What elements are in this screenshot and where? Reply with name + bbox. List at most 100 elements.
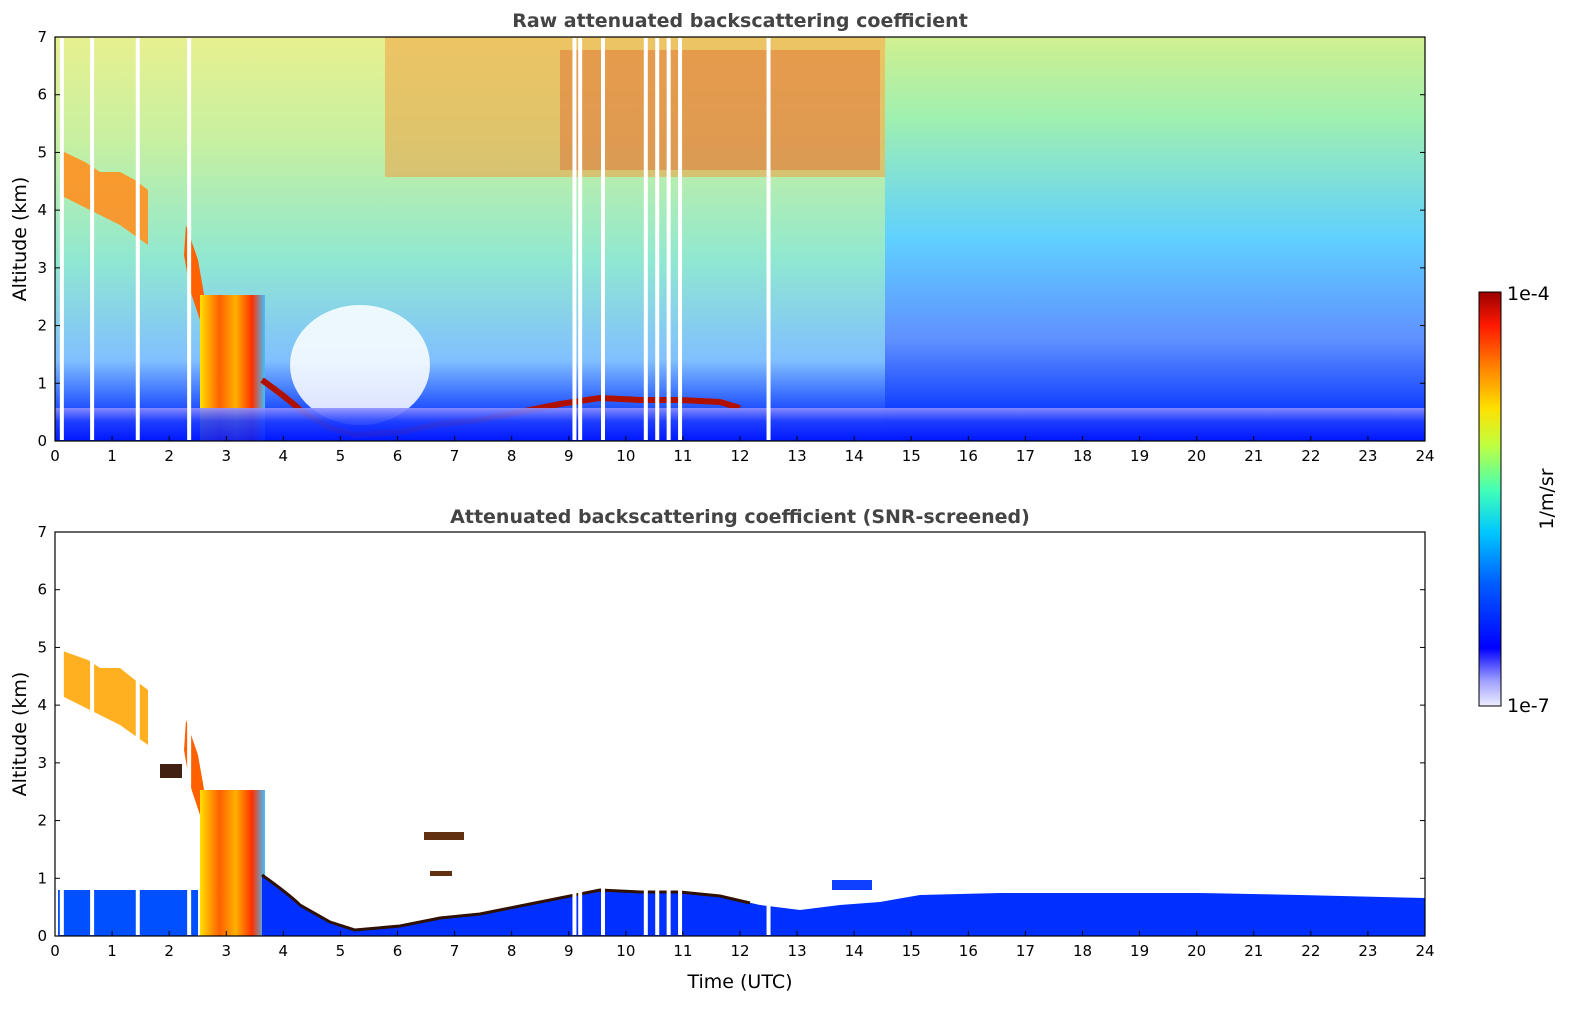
x-tick-label: 0 [50,942,60,960]
x-tick-label: 15 [902,447,921,465]
data-gap-stripe [678,38,683,440]
x-tick-label: 24 [1415,942,1434,960]
x-tick-label: 16 [959,942,978,960]
snr-boundary-layer-top [261,873,751,932]
x-tick-label: 5 [336,942,346,960]
y-tick-label: 6 [37,86,47,104]
snr-elevated-trace [424,832,464,840]
x-tick-label: 2 [164,942,174,960]
x-tick-label: 3 [221,942,231,960]
snr-elevated-trace [160,764,182,778]
x-tick-label: 9 [564,942,574,960]
y-tick-label: 6 [37,581,47,599]
x-tick-label: 10 [616,447,635,465]
snr-elevated-trace [430,871,452,876]
y-tick-label: 5 [37,638,47,656]
data-gap-stripe [90,38,95,440]
colorbar-gradient [1478,291,1502,707]
snr-screened-panel: Attenuated backscattering coefficient (S… [9,506,1435,993]
raw-upper-noise-region [385,37,885,177]
panel1-title: Raw attenuated backscattering coefficien… [512,10,968,32]
data-gap-stripe [572,38,577,440]
snr-left-boundary-layer [58,890,198,936]
data-gap-stripe [187,533,192,935]
x-tick-label: 4 [279,942,289,960]
x-tick-label: 11 [673,942,692,960]
x-tick-label: 8 [507,447,517,465]
x-tick-label: 21 [1244,447,1263,465]
data-gap-stripe [666,533,671,935]
snr-data-gaps [59,533,771,935]
x-tick-label: 22 [1301,942,1320,960]
x-tick-label: 21 [1244,942,1263,960]
x-tick-label: 17 [1016,447,1035,465]
data-gap-stripe [59,38,64,440]
snr-boundary-layer [262,875,1425,936]
raw-backscatter-heatmap [55,37,1425,441]
y-tick-label: 7 [37,28,47,46]
x-tick-label: 7 [450,447,460,465]
y-tick-label: 1 [37,374,47,392]
x-tick-label: 13 [788,942,807,960]
data-gap-stripe [578,533,583,935]
snr-cirrus-layer [60,650,148,745]
x-tick-label: 6 [393,447,403,465]
raw-background-right [885,37,1425,441]
x-tick-label: 13 [788,447,807,465]
x-tick-label: 9 [564,447,574,465]
data-gap-stripe [655,533,660,935]
data-gap-stripe [572,533,577,935]
panel1-y-axis-label: Altitude (km) [9,177,31,302]
x-tick-label: 24 [1415,447,1434,465]
x-tick-label: 22 [1301,447,1320,465]
snr-elevated-trace [832,880,872,890]
data-gap-stripe [678,533,683,935]
raw-cirrus-layer [60,150,148,245]
raw-clear-region [290,305,430,425]
x-tick-label: 23 [1358,942,1377,960]
x-tick-label: 8 [507,942,517,960]
panel2-title: Attenuated backscattering coefficient (S… [450,506,1030,528]
data-gap-stripe [666,38,671,440]
panel1-y-ticks: 0 1 2 3 4 5 6 7 [37,28,1425,450]
colorbar-unit-label: 1/m/sr [1536,468,1558,529]
data-gap-stripe [578,38,583,440]
y-tick-label: 2 [37,812,47,830]
y-tick-label: 7 [37,523,47,541]
x-tick-label: 1 [107,942,117,960]
x-tick-label: 12 [730,942,749,960]
data-gap-stripe [643,38,648,440]
y-tick-label: 5 [37,143,47,161]
y-tick-label: 0 [37,927,47,945]
panel2-y-ticks: 0 1 2 3 4 5 6 7 [37,523,1425,945]
data-gap-stripe [90,533,95,935]
data-gap-stripe [59,533,64,935]
x-tick-label: 16 [959,447,978,465]
x-tick-label: 18 [1073,942,1092,960]
colorbar-min-label: 1e-7 [1507,695,1550,717]
x-tick-label: 5 [336,447,346,465]
raw-upper-noise-core [560,50,880,170]
x-tick-label: 3 [221,447,231,465]
x-tick-label: 4 [279,447,289,465]
data-gap-stripe [601,38,605,440]
y-tick-label: 2 [37,317,47,335]
x-tick-label: 1 [107,447,117,465]
x-tick-label: 0 [50,447,60,465]
x-tick-label: 19 [1130,447,1149,465]
raw-data-gaps [59,38,771,440]
y-tick-label: 3 [37,754,47,772]
raw-backscatter-panel: Raw attenuated backscattering coefficien… [9,10,1435,465]
x-tick-label: 6 [393,942,403,960]
x-tick-label: 10 [616,942,635,960]
x-tick-label: 14 [845,942,864,960]
y-tick-label: 0 [37,432,47,450]
data-gap-stripe [766,38,771,440]
x-tick-label: 23 [1358,447,1377,465]
y-tick-label: 4 [37,696,47,714]
colorbar-max-label: 1e-4 [1507,283,1550,305]
snr-screened-heatmap [58,650,1425,936]
y-tick-label: 3 [37,259,47,277]
x-tick-label: 20 [1187,447,1206,465]
